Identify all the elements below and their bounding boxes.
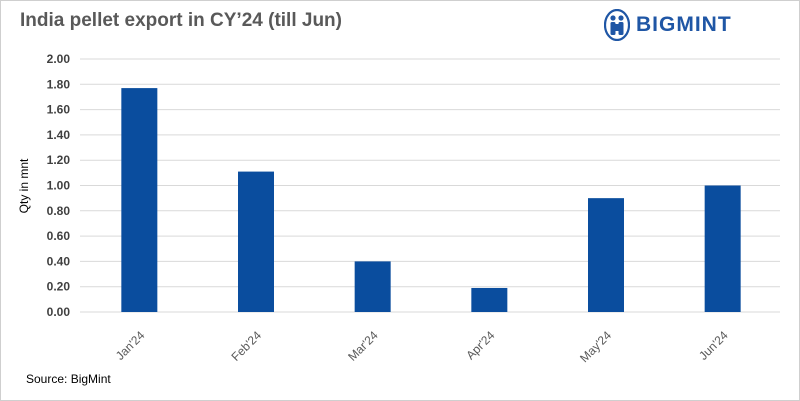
bar [471, 287, 508, 312]
y-tick-label: 0.80 [47, 204, 71, 218]
y-tick-label: 0.00 [47, 305, 71, 319]
y-tick-label: 1.00 [47, 179, 71, 193]
x-tick-labels: Jan'24 Feb'24 Mar'24 Apr'24 May'24 Jun'24 [113, 328, 731, 365]
bar [354, 261, 391, 312]
bar [121, 88, 158, 312]
y-tick-label: 2.00 [47, 52, 71, 66]
y-tick-label: 1.80 [47, 77, 71, 91]
x-tick-label: Feb'24 [229, 328, 265, 364]
x-tick-label: Mar'24 [345, 328, 381, 364]
bar [704, 185, 741, 312]
bar [238, 171, 274, 312]
gridlines [80, 58, 780, 313]
y-tick-label: 0.20 [47, 280, 71, 294]
x-tick-label: May'24 [577, 328, 614, 365]
y-tick-label: 0.60 [47, 229, 71, 243]
source-note: Source: BigMint [26, 372, 111, 386]
y-tick-labels: 0.00 0.20 0.40 0.60 0.80 1.00 1.20 1.40 1.60 1.80… [47, 52, 71, 319]
chart-title: India pellet export in CY’24 (till Jun) [20, 10, 342, 31]
bigmint-logo: BIGMINT [604, 8, 732, 42]
x-tick-label: Apr'24 [463, 328, 497, 362]
x-tick-label: Jan'24 [113, 328, 148, 363]
x-tick-label: Jun'24 [696, 328, 731, 363]
bar [588, 198, 624, 312]
bars [121, 88, 741, 312]
y-tick-label: 1.20 [47, 153, 71, 167]
y-tick-label: 1.40 [47, 128, 71, 142]
y-tick-label: 0.40 [47, 254, 71, 268]
y-tick-label: 1.60 [47, 103, 71, 117]
logo-text: BIGMINT [636, 13, 732, 36]
bigmint-logo-icon [604, 9, 630, 41]
